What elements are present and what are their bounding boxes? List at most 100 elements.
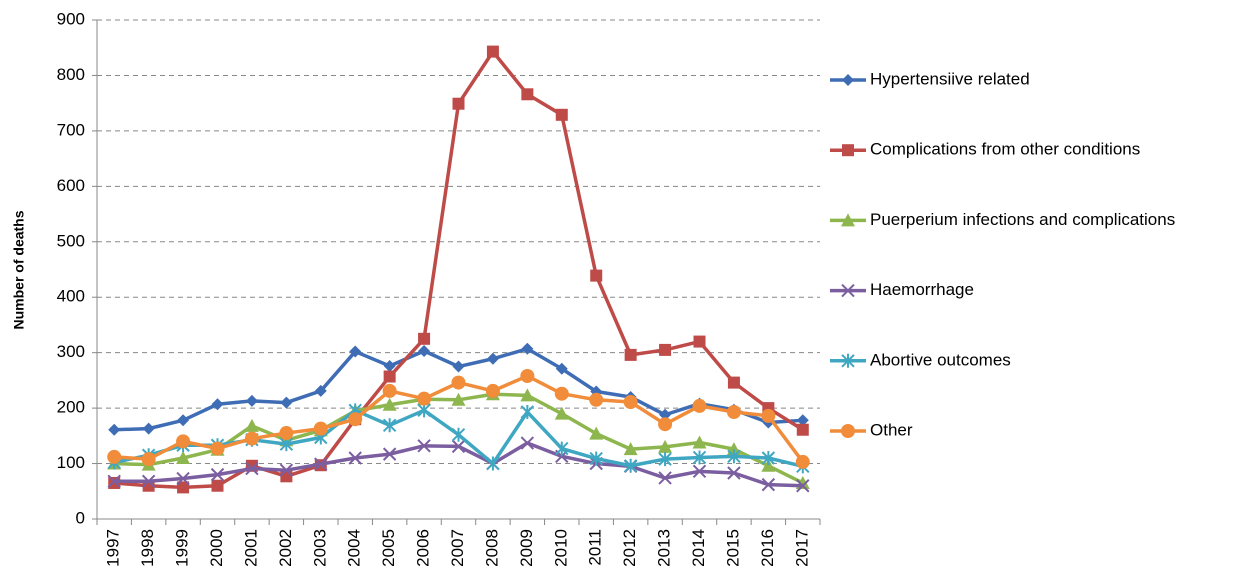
x-tick-label: 2011 [586,529,605,566]
data-point [176,451,191,465]
y-tick-label: 0 [76,508,85,527]
x-tick-label: 2013 [655,529,674,567]
x-tick-label: 1998 [138,529,157,567]
data-point [521,342,534,355]
data-point [520,404,535,419]
data-point [280,396,293,409]
data-point [210,467,225,482]
data-point [589,451,603,466]
data-point [796,423,809,436]
x-tick-label: 2009 [517,529,536,567]
data-point [520,368,535,383]
data-point [624,348,637,361]
data-point [417,439,431,453]
data-point [107,449,122,464]
legend-marker [841,213,855,227]
data-point [451,392,466,406]
data-point [349,345,362,358]
data-point [692,450,707,465]
legend-marker [842,74,854,86]
data-point [211,479,224,492]
y-tick-label: 300 [57,342,85,361]
legend-label: Complications from other conditions [870,140,1140,159]
data-point [555,108,568,121]
y-axis-label: Number of deaths [11,210,27,329]
data-point [727,376,740,389]
data-point [554,406,569,420]
data-point [521,88,534,101]
x-tick-label: 2017 [792,529,811,567]
legend-label: Other [870,420,913,439]
data-point [314,384,327,397]
data-point [761,477,776,492]
data-point [382,383,397,398]
legend-marker [841,283,855,298]
data-point [659,408,672,421]
data-point [658,452,672,467]
data-point [211,398,224,411]
data-point [727,449,741,464]
x-tick-label: 2001 [241,529,260,567]
x-tick-label: 2015 [723,529,742,567]
data-point [693,335,706,348]
data-point [486,352,499,365]
data-point [142,422,155,435]
data-point [383,359,396,372]
data-point [623,442,638,456]
legend-label: Haemorrhage [870,280,974,299]
y-tick-label: 600 [57,176,85,195]
series-line [114,49,804,490]
data-point [692,398,707,413]
x-tick-label: 2002 [276,529,295,567]
y-tick-label: 900 [57,9,85,28]
data-point [280,470,293,483]
data-point [761,451,776,466]
x-tick-label: 2014 [689,529,708,567]
x-tick-label: 1999 [173,529,192,567]
data-point [348,451,362,465]
data-point [555,362,568,375]
legend-marker [841,424,855,438]
data-point [452,97,465,110]
data-point [177,481,190,494]
data-point [313,421,328,436]
x-tick-label: 2012 [620,529,639,567]
data-point [177,414,190,427]
data-point [141,452,156,467]
data-point [141,474,156,489]
data-point [485,383,500,398]
data-point [245,461,259,476]
data-point [555,441,569,456]
data-point [726,404,741,419]
legend-label: Hypertensiive related [870,69,1030,88]
data-point [451,439,466,454]
data-point [417,391,432,406]
data-point [589,392,604,407]
legend-marker [842,144,854,157]
data-point [796,479,810,493]
data-point [382,397,397,411]
data-point [486,45,499,58]
x-tick-label: 2004 [345,529,364,567]
y-tick-label: 700 [57,120,85,139]
data-point [727,466,741,480]
x-tick-label: 2016 [758,529,777,567]
data-point [279,463,294,477]
y-tick-label: 800 [57,65,85,84]
x-tick-label: 2005 [379,529,398,567]
data-point [658,439,673,453]
data-point [520,436,535,450]
data-point [244,431,259,446]
y-tick-label: 400 [57,287,85,306]
legend-label: Puerperium infections and complications [870,210,1175,229]
data-point [623,395,638,410]
legend-marker [841,353,855,368]
data-point [692,435,707,449]
data-point [486,456,500,471]
data-point [314,457,328,471]
legend-label: Abortive outcomes [870,350,1011,369]
data-point [245,394,258,407]
data-point [623,458,638,473]
x-tick-label: 2007 [448,529,467,567]
